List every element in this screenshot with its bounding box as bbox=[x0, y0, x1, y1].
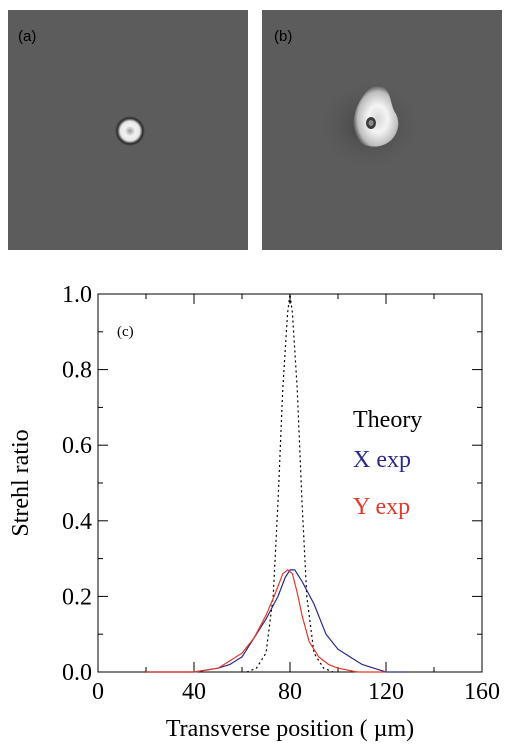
x-tick-label: 40 bbox=[182, 679, 206, 705]
x-tick-label: 120 bbox=[368, 679, 404, 705]
series-lines bbox=[146, 293, 406, 673]
image-panel-a: (a) bbox=[8, 10, 248, 250]
series-x-exp bbox=[146, 569, 406, 673]
axis-ticks bbox=[97, 293, 483, 673]
plot-frame bbox=[97, 293, 483, 673]
series-theory bbox=[246, 293, 334, 673]
image-panel-b: (b) bbox=[262, 10, 502, 250]
legend-y-exp: Y exp bbox=[353, 494, 410, 520]
x-tick-label: 0 bbox=[92, 679, 104, 705]
strehl-ratio-chart: 0 40 80 120 160 0.0 0.2 0.4 0.6 0.8 1.0 (c) Transv… bbox=[8, 282, 500, 742]
series-y-exp bbox=[146, 569, 386, 673]
panel-label-a: (a) bbox=[18, 28, 37, 45]
y-tick-label: 0.4 bbox=[62, 509, 92, 535]
legend-x-exp: X exp bbox=[353, 447, 411, 473]
axis-labels: 0 40 80 120 160 0.0 0.2 0.4 0.6 0.8 1.0 bbox=[62, 282, 500, 705]
y-tick-label: 0.6 bbox=[62, 433, 92, 459]
beam-spot-a bbox=[115, 116, 145, 146]
y-tick-label: 1.0 bbox=[62, 282, 92, 308]
x-tick-label: 160 bbox=[464, 679, 500, 705]
y-axis-label: Strehl ratio bbox=[8, 429, 34, 536]
panel-label-c: (c) bbox=[117, 324, 134, 340]
x-tick-label: 80 bbox=[278, 679, 302, 705]
y-tick-label: 0.2 bbox=[62, 584, 92, 610]
beam-spot-b bbox=[315, 77, 425, 173]
panel-label-b: (b) bbox=[274, 28, 293, 45]
x-axis-label: Transverse position ( µm) bbox=[166, 716, 414, 742]
legend-theory: Theory bbox=[353, 407, 422, 433]
y-tick-label: 0.8 bbox=[62, 358, 92, 384]
y-tick-label: 0.0 bbox=[62, 660, 92, 686]
